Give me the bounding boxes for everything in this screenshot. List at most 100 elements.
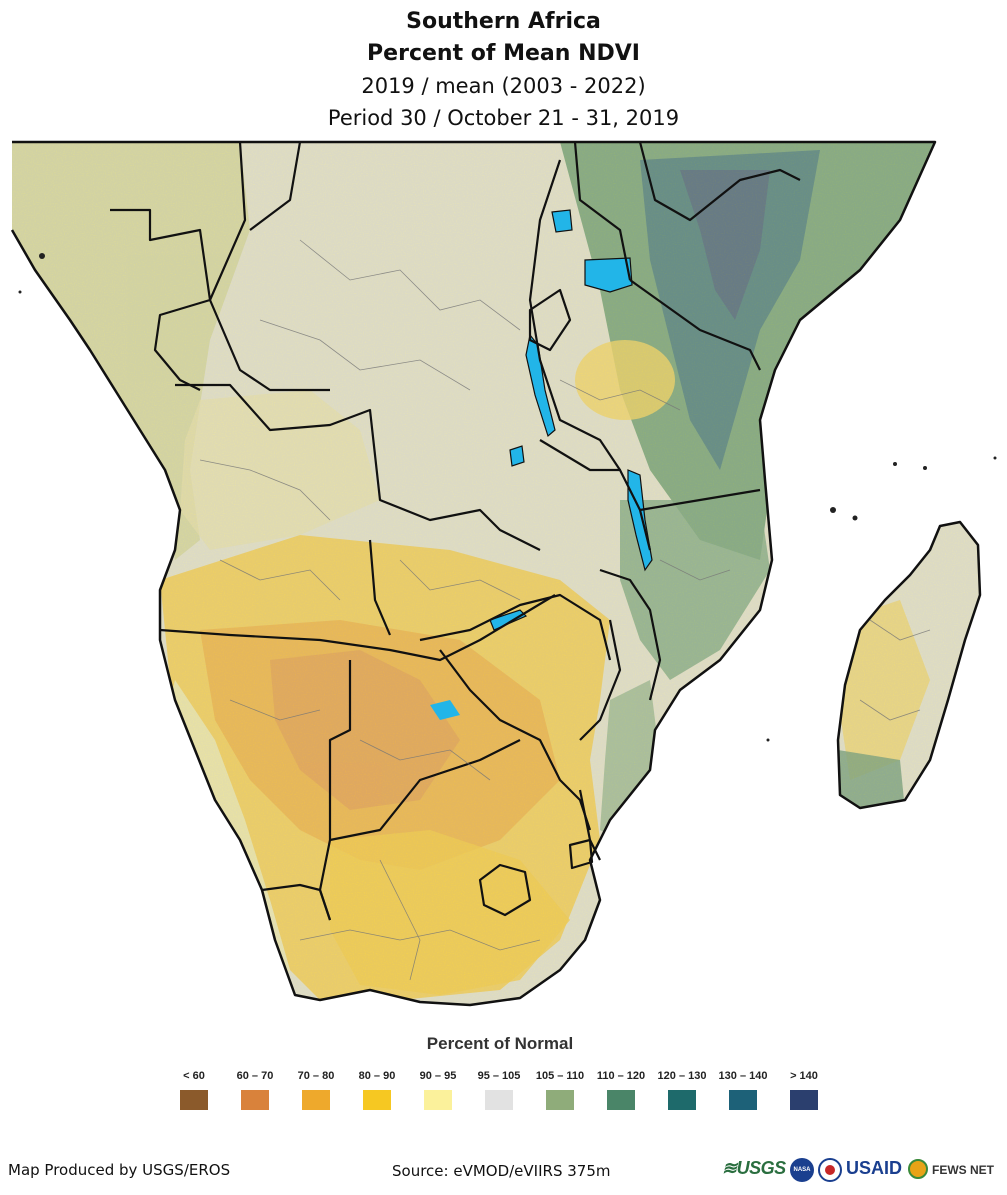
legend: < 60 60 – 70 70 – 80 80 – 90 90 – 95 95 – 105… xyxy=(162,1068,852,1118)
legend-item: > 140 xyxy=(772,1068,836,1110)
border-namibia-south-africa xyxy=(261,883,332,921)
border-congo-drc xyxy=(208,141,330,392)
admin-line xyxy=(229,699,321,721)
border-zambia-zimbabwe xyxy=(419,593,612,661)
legend-swatch xyxy=(546,1090,574,1110)
lake-victoria xyxy=(584,257,633,293)
admin-line xyxy=(659,559,731,581)
admin-line xyxy=(379,859,421,981)
legend-item: < 60 xyxy=(162,1068,226,1110)
noaa-seal-icon xyxy=(818,1158,842,1182)
lake-kariba xyxy=(489,609,528,631)
fews-net-logo: FEWS NET xyxy=(932,1163,994,1177)
island xyxy=(893,462,897,466)
legend-label: 120 – 130 xyxy=(657,1070,707,1082)
lake-mweru xyxy=(509,445,525,467)
legend-item: 80 – 90 xyxy=(345,1068,409,1110)
ndvi-map xyxy=(10,140,997,1007)
border-zambia-west xyxy=(368,539,392,636)
border-mozambique-tanzania xyxy=(639,488,761,512)
legend-item: 70 – 80 xyxy=(284,1068,348,1110)
admin-line xyxy=(299,929,541,951)
island xyxy=(766,738,770,742)
border-kenya-north xyxy=(638,141,801,222)
legend-item: 90 – 95 xyxy=(406,1068,470,1110)
legend-label: 70 – 80 xyxy=(297,1070,335,1082)
island xyxy=(923,466,927,470)
legend-label: 105 – 110 xyxy=(535,1070,585,1082)
legend-label: < 60 xyxy=(183,1070,205,1082)
legend-label: 90 – 95 xyxy=(419,1070,457,1082)
legend-swatch xyxy=(241,1090,269,1110)
legend-label: 60 – 70 xyxy=(236,1070,274,1082)
legend-label: 110 – 120 xyxy=(596,1070,646,1082)
border-lesotho xyxy=(478,863,532,917)
admin-line xyxy=(199,459,331,521)
legend-item: 95 – 105 xyxy=(467,1068,531,1110)
admin-boundaries xyxy=(199,239,931,981)
legend-item: 105 – 110 xyxy=(528,1068,592,1110)
legend-swatch xyxy=(180,1090,208,1110)
legend-label: 130 – 140 xyxy=(718,1070,768,1082)
border-drc-north xyxy=(249,141,302,231)
usgs-logo: ≋USGS xyxy=(722,1158,786,1178)
legend-swatch xyxy=(363,1090,391,1110)
island xyxy=(39,253,45,259)
island xyxy=(993,456,997,460)
map-subtitle-comparison: 2019 / mean (2003 - 2022) xyxy=(361,74,646,98)
border-zimbabwe-mozambique xyxy=(579,619,622,741)
lake-malawi xyxy=(627,469,653,572)
legend-swatch xyxy=(729,1090,757,1110)
madagascar xyxy=(836,520,982,810)
admin-line xyxy=(219,559,341,601)
madagascar-texture xyxy=(838,522,980,808)
island xyxy=(830,507,836,513)
madagascar-coastline xyxy=(836,520,982,810)
border-zambia-tanzania xyxy=(539,439,652,551)
legend-item: 60 – 70 xyxy=(223,1068,287,1110)
border-angola-namibia xyxy=(159,594,556,662)
border-eswatini xyxy=(568,838,594,870)
legend-item: 120 – 130 xyxy=(650,1068,714,1110)
admin-line xyxy=(259,319,471,391)
map-subtitle-period: Period 30 / October 21 - 31, 2019 xyxy=(327,106,680,130)
lake-kivu xyxy=(551,209,573,233)
mainland-vegetation xyxy=(10,140,937,1007)
admin-line xyxy=(559,379,681,411)
usaid-logo: USAID xyxy=(846,1158,903,1178)
legend-label: 80 – 90 xyxy=(358,1070,396,1082)
water-bodies xyxy=(430,209,653,720)
fews-globe-icon xyxy=(908,1159,928,1179)
legend-title: Percent of Normal xyxy=(426,1034,574,1053)
border-drc-east xyxy=(528,159,621,471)
coastline xyxy=(10,140,937,1007)
legend-swatch xyxy=(790,1090,818,1110)
admin-line xyxy=(359,739,491,781)
nasa-logo: NASA xyxy=(790,1158,814,1182)
legend-item: 110 – 120 xyxy=(589,1068,653,1110)
vegetation-texture xyxy=(12,142,935,1005)
border-mozambique-malawi xyxy=(599,568,662,701)
map-producer-credit: Map Produced by USGS/EROS xyxy=(8,1161,231,1179)
legend-item: 130 – 140 xyxy=(711,1068,775,1110)
admin-line xyxy=(859,699,921,721)
island xyxy=(18,290,22,294)
border-botswana-east xyxy=(439,649,592,831)
legend-swatch xyxy=(668,1090,696,1110)
legend-label: 95 – 105 xyxy=(477,1070,521,1082)
map-title-block: Southern Africa Percent of Mean NDVI 201… xyxy=(0,6,1007,134)
partner-logos: ≋USGS NASA USAID FEWS NET xyxy=(722,1156,1002,1186)
legend-label: > 140 xyxy=(790,1070,818,1082)
border-uganda xyxy=(573,141,632,281)
country-borders xyxy=(110,141,801,921)
border-tanzania-kenya xyxy=(629,279,761,371)
island xyxy=(852,515,858,521)
map-title-region: Southern Africa xyxy=(406,9,601,34)
legend-swatch xyxy=(607,1090,635,1110)
data-source-credit: Source: eVMOD/eVIIRS 375m xyxy=(392,1162,611,1180)
border-rwanda-burundi xyxy=(528,288,572,352)
border-botswana-south xyxy=(329,739,521,842)
map-title-product: Percent of Mean NDVI xyxy=(367,41,640,66)
legend-swatch xyxy=(485,1090,513,1110)
okavango-delta xyxy=(430,700,460,720)
